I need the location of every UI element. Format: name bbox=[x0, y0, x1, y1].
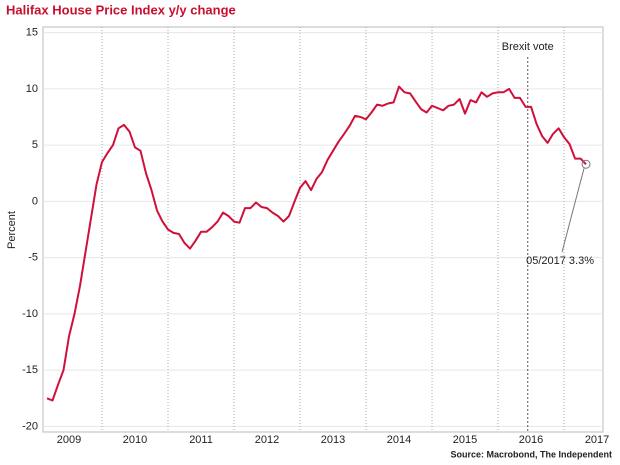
y-tick-label: -20 bbox=[22, 420, 38, 432]
y-axis-label: Percent bbox=[6, 211, 18, 249]
x-tick-label: 2014 bbox=[387, 434, 411, 446]
x-tick-label: 2009 bbox=[57, 434, 81, 446]
y-tick-label: 15 bbox=[26, 27, 38, 39]
chart-title: Halifax House Price Index y/y change bbox=[6, 2, 236, 17]
plot-area bbox=[42, 26, 604, 433]
x-tick-label: 2011 bbox=[189, 434, 213, 446]
y-tick-label: -15 bbox=[22, 364, 38, 376]
x-tick-label: 2013 bbox=[321, 434, 345, 446]
y-tick-label: -5 bbox=[28, 252, 38, 264]
y-tick-label: 10 bbox=[26, 83, 38, 95]
annotation-point bbox=[581, 159, 591, 169]
data-line bbox=[46, 85, 587, 402]
x-tick-label: 2017 bbox=[585, 434, 609, 446]
y-tick-label: -10 bbox=[22, 308, 38, 320]
y-tick-label: 5 bbox=[32, 139, 38, 151]
source: Source: Macrobond, The Independent bbox=[450, 449, 612, 459]
x-tick-label: 2012 bbox=[255, 434, 279, 446]
y-tick-label: 0 bbox=[32, 195, 38, 207]
x-tick-label: 2010 bbox=[123, 434, 147, 446]
annotation-leader bbox=[561, 168, 585, 253]
annotation-label: 05/2017 3.3% bbox=[526, 255, 594, 267]
x-tick-label: 2016 bbox=[519, 434, 543, 446]
x-tick-label: 2015 bbox=[453, 434, 477, 446]
brexit-label: Brexit vote bbox=[502, 41, 554, 53]
